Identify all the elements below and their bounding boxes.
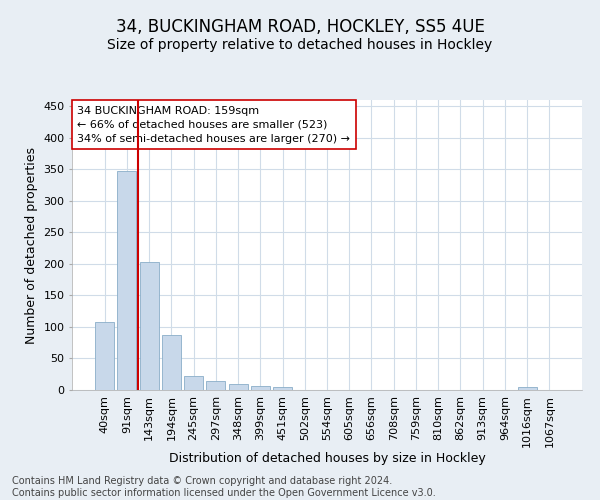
Text: 34 BUCKINGHAM ROAD: 159sqm
← 66% of detached houses are smaller (523)
34% of sem: 34 BUCKINGHAM ROAD: 159sqm ← 66% of deta… (77, 106, 350, 144)
Bar (229, 384, 248, 390)
Bar (206, 381, 225, 390)
Bar (140, 262, 158, 390)
Bar (273, 387, 292, 390)
Text: 34, BUCKINGHAM ROAD, HOCKLEY, SS5 4UE: 34, BUCKINGHAM ROAD, HOCKLEY, SS5 4UE (116, 18, 484, 36)
Bar (251, 386, 270, 390)
Text: Size of property relative to detached houses in Hockley: Size of property relative to detached ho… (107, 38, 493, 52)
X-axis label: Distribution of detached houses by size in Hockley: Distribution of detached houses by size … (169, 452, 485, 466)
Bar (118, 170, 136, 390)
Text: Contains HM Land Registry data © Crown copyright and database right 2024.
Contai: Contains HM Land Registry data © Crown c… (12, 476, 436, 498)
Bar (518, 387, 536, 390)
Bar (184, 376, 203, 390)
Y-axis label: Number of detached properties: Number of detached properties (25, 146, 38, 344)
Bar (95, 322, 114, 390)
Bar (162, 334, 181, 390)
